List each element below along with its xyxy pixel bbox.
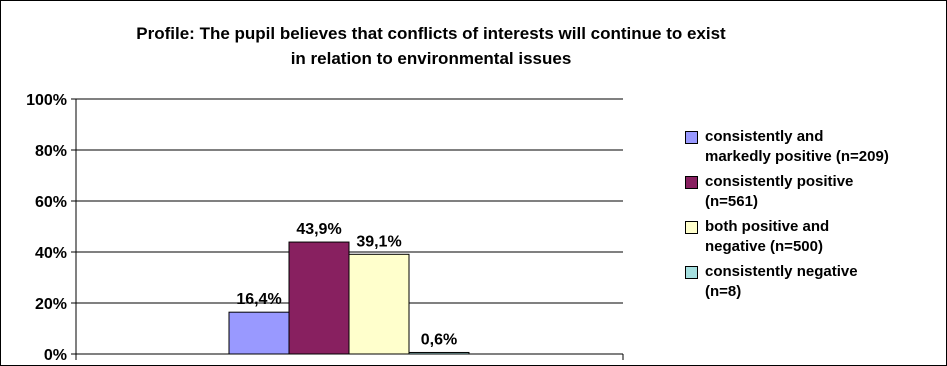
bar: [348, 253, 410, 355]
bar: [288, 241, 350, 355]
legend-item: consistently and markedly positive (n=20…: [685, 127, 947, 167]
legend-label-line: consistently and: [705, 128, 824, 145]
y-tick-label: 100%: [26, 92, 67, 109]
chart-title: Profile: The pupil believes that conflic…: [31, 21, 831, 71]
legend-item: both positive and negative (n=500): [685, 217, 947, 257]
labels: 0% 20% 40% 60% 80% 100% 16,4% 43,9% 39,1% 0,6%: [26, 92, 457, 364]
legend: consistently and markedly positive (n=20…: [685, 127, 947, 307]
chart-title-line-2: in relation to environmental issues: [290, 49, 572, 68]
data-label: 0,6%: [421, 331, 457, 348]
y-tick-label: 0%: [44, 347, 67, 364]
data-label: 16,4%: [236, 291, 281, 308]
legend-label-line: markedly positive (n=209): [705, 148, 889, 165]
legend-label-line: both positive and: [705, 218, 830, 235]
y-tick-label: 60%: [35, 194, 67, 211]
legend-swatch: [685, 131, 698, 144]
legend-swatch: [685, 221, 698, 234]
legend-label-line: consistently positive: [705, 173, 854, 190]
legend-swatch: [685, 176, 698, 189]
chart-title-line-1: Profile: The pupil believes that conflic…: [136, 24, 726, 43]
legend-label-line: (n=8): [705, 283, 742, 300]
y-tick-label: 20%: [35, 296, 67, 313]
legend-label-line: negative (n=500): [705, 238, 823, 255]
legend-item: consistently negative (n=8): [685, 262, 947, 302]
y-tick-label: 80%: [35, 143, 67, 160]
legend-swatch: [685, 266, 698, 279]
data-label: 39,1%: [356, 233, 401, 250]
y-tick-label: 40%: [35, 245, 67, 262]
axes: [71, 98, 624, 360]
legend-item: consistently positive (n=561): [685, 172, 947, 212]
data-label: 43,9%: [296, 221, 341, 238]
bar: [228, 311, 290, 355]
legend-label-line: consistently negative: [705, 263, 858, 280]
legend-label-line: (n=561): [705, 193, 758, 210]
